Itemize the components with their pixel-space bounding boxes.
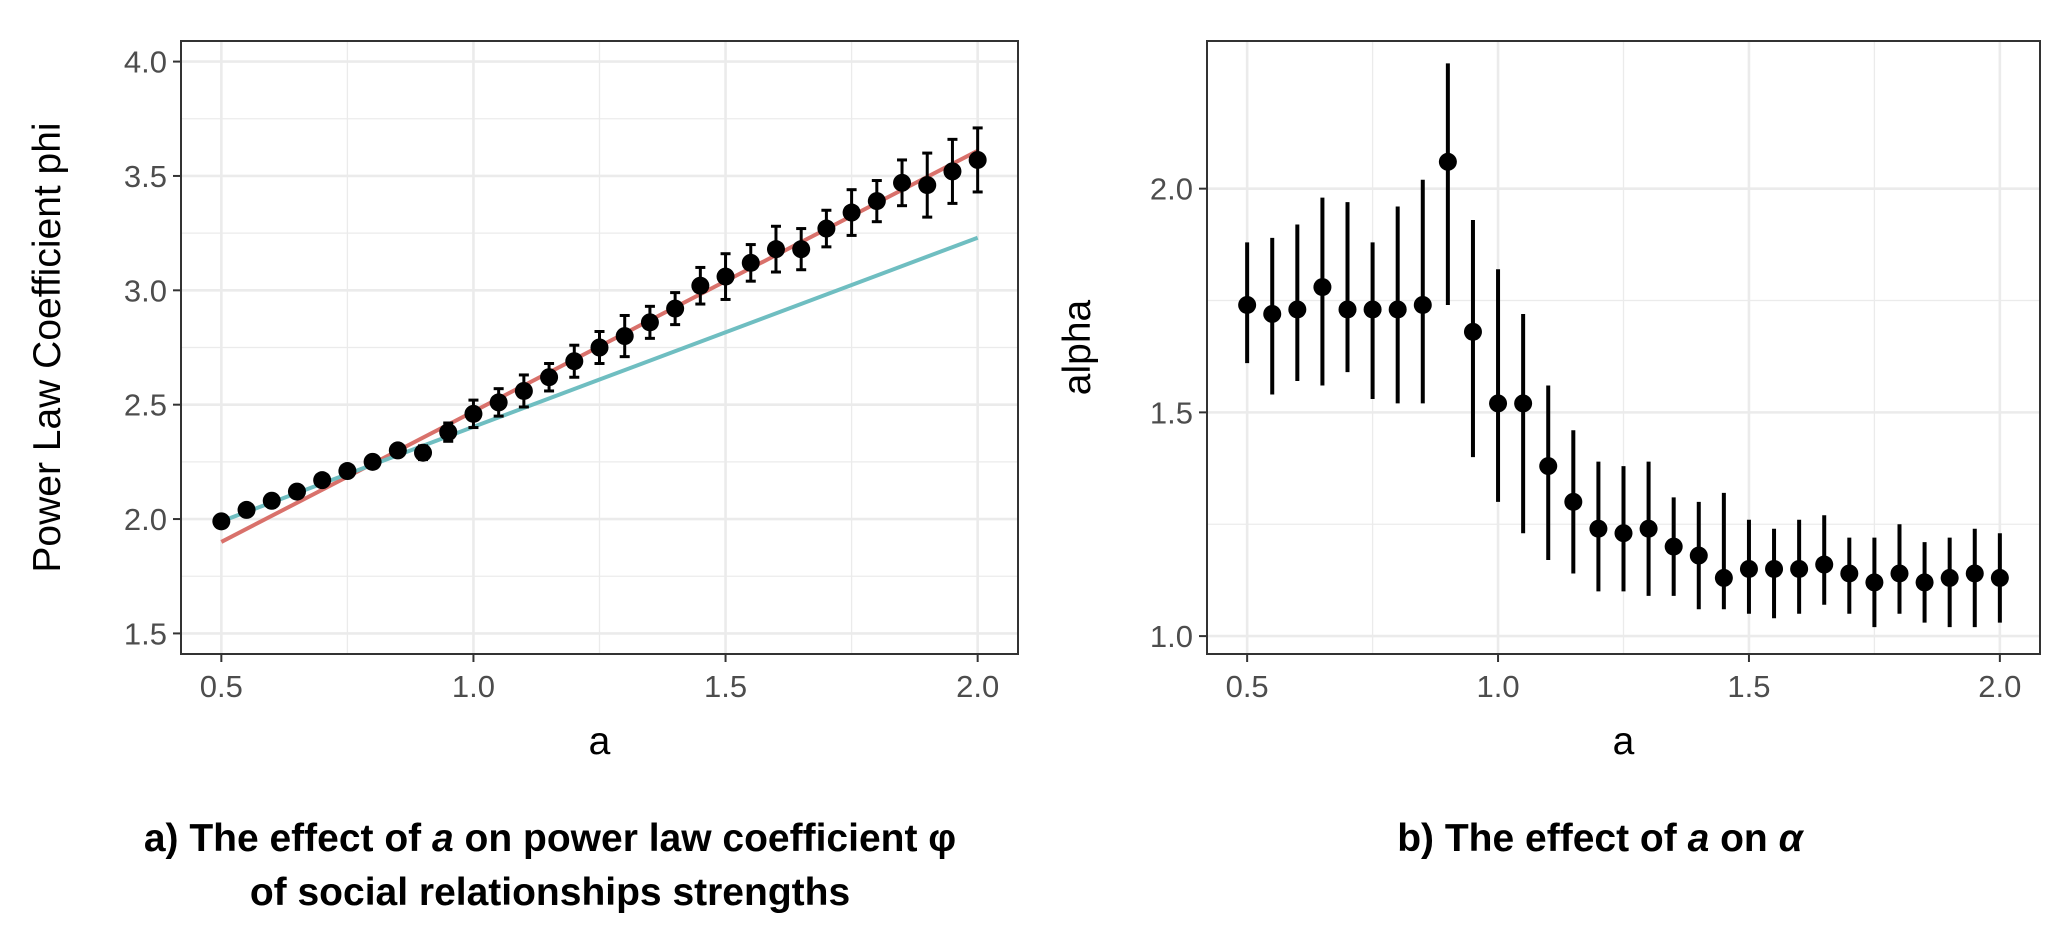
data-point	[666, 299, 685, 318]
data-point	[1438, 152, 1457, 171]
data-point	[1489, 394, 1508, 413]
x-tick-label: 1.0	[1476, 669, 1519, 704]
data-point	[1890, 564, 1909, 583]
data-point	[1689, 546, 1708, 565]
panel-a-phi-chart: 0.5 1.0 1.5 2.0 1.5 2.0 2.5 3.0 3.5 4.0 a Power Law…	[26, 40, 1019, 763]
data-point	[968, 150, 987, 169]
x-tick-label: 0.5	[1226, 669, 1269, 704]
data-point	[766, 240, 785, 259]
data-point	[489, 393, 508, 412]
data-point	[792, 240, 811, 259]
data-point	[1238, 295, 1257, 314]
data-point	[1363, 300, 1382, 319]
data-point	[1338, 300, 1357, 319]
data-point	[414, 443, 433, 462]
data-point	[212, 512, 231, 531]
data-point	[943, 162, 962, 181]
data-point	[1463, 322, 1482, 341]
data-point	[1765, 559, 1784, 578]
data-point	[1288, 300, 1307, 319]
data-point	[893, 173, 912, 192]
x-tick-label: 1.5	[1727, 669, 1770, 704]
caption-a-line2: of social relationships strengths	[249, 871, 851, 914]
caption-a: a) The effect of a on power law coeffici…	[20, 812, 1080, 920]
panel-b-alpha-chart: 0.5 1.0 1.5 2.0 1.0 1.5 2.0 a alpha	[1056, 40, 2041, 763]
data-point	[1664, 537, 1683, 556]
y-tick-label: 1.0	[1150, 619, 1193, 654]
y-tick-label: 2.5	[124, 388, 167, 423]
y-tick-label: 1.5	[124, 616, 167, 651]
x-axis-title: a	[589, 720, 611, 763]
data-point	[262, 491, 281, 510]
data-point	[1840, 564, 1859, 583]
y-tick-label: 4.0	[124, 45, 167, 80]
data-point	[1564, 492, 1583, 511]
data-point	[1915, 573, 1934, 592]
panel-border	[180, 40, 1019, 655]
data-point	[1639, 519, 1658, 538]
x-tick-label: 2.0	[1978, 669, 2021, 704]
y-tick-label: 3.0	[124, 273, 167, 308]
data-point	[464, 404, 483, 423]
data-point	[1965, 564, 1984, 583]
data-point	[1990, 568, 2009, 587]
data-point	[1614, 524, 1633, 543]
y-tick-label: 2.0	[124, 502, 167, 537]
data-point	[388, 441, 407, 460]
y-tick-label: 3.5	[124, 159, 167, 194]
caption-b-line1: b) The effect of a on α	[1397, 817, 1803, 860]
data-point	[1413, 295, 1432, 314]
data-point	[1739, 559, 1758, 578]
data-point	[1790, 559, 1809, 578]
x-tick-label: 2.0	[956, 669, 999, 704]
data-point	[1589, 519, 1608, 538]
data-point	[363, 452, 382, 471]
panel-border	[1206, 40, 2041, 655]
data-point	[439, 423, 458, 442]
y-axis-title: alpha	[1056, 299, 1099, 395]
data-point	[1263, 304, 1282, 323]
data-point	[287, 482, 306, 501]
x-tick-label: 1.5	[704, 669, 747, 704]
data-point	[565, 352, 584, 371]
data-point	[1940, 568, 1959, 587]
x-tick-label: 1.0	[452, 669, 495, 704]
data-point	[691, 276, 710, 295]
data-point	[1815, 555, 1834, 574]
data-point	[640, 313, 659, 332]
y-tick-label: 2.0	[1150, 172, 1193, 207]
data-point	[1388, 300, 1407, 319]
x-axis-title: a	[1613, 720, 1635, 763]
data-point	[817, 219, 836, 238]
x-tick-label: 0.5	[200, 669, 243, 704]
data-point	[867, 192, 886, 211]
data-point	[1313, 278, 1332, 297]
caption-a-line1: a) The effect of a on power law coeffici…	[143, 817, 957, 860]
data-point	[615, 327, 634, 346]
y-tick-label: 1.5	[1150, 395, 1193, 430]
data-point	[1865, 573, 1884, 592]
data-point	[716, 267, 735, 286]
data-point	[338, 462, 357, 481]
data-point	[313, 471, 332, 490]
data-point	[1514, 394, 1533, 413]
data-point	[514, 381, 533, 400]
data-point	[842, 203, 861, 222]
data-point	[918, 176, 937, 195]
data-point	[1539, 457, 1558, 476]
caption-b: b) The effect of a on α	[1180, 812, 2020, 866]
y-axis-title: Power Law Coefficient phi	[26, 122, 69, 572]
data-point	[741, 253, 760, 272]
data-point	[540, 368, 559, 387]
data-point	[237, 500, 256, 519]
data-point	[1714, 568, 1733, 587]
data-point	[590, 338, 609, 357]
